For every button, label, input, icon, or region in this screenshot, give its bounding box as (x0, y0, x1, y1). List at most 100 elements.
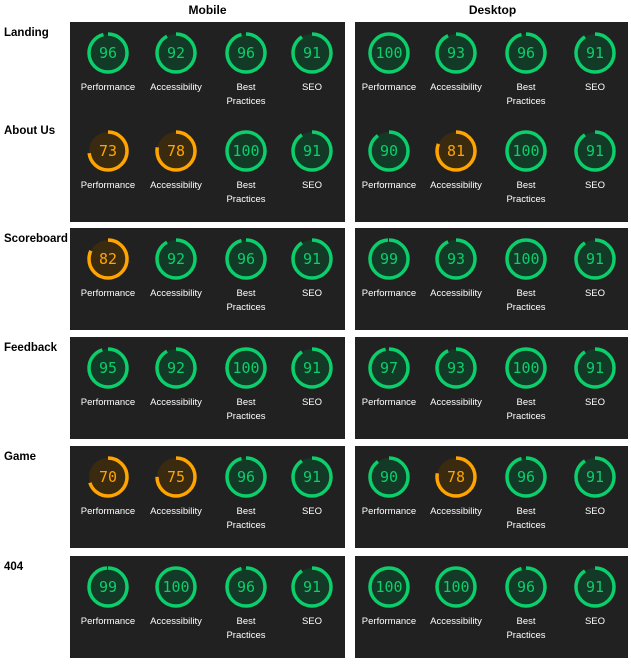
score-ring-fill (576, 240, 614, 278)
score-value: 100 (512, 359, 540, 377)
category-label: Accessibility (430, 180, 482, 191)
score-ring-fill (227, 132, 265, 170)
score-ring (291, 456, 333, 498)
score-gauge: 96 Performance (74, 22, 142, 124)
score-ring (574, 130, 616, 172)
score-ring (368, 130, 410, 172)
score-value: 91 (302, 250, 322, 268)
score-arc (368, 130, 410, 172)
score-gauge: 99 Performance (355, 228, 423, 330)
score-arc (87, 456, 129, 498)
score-ring-fill (370, 132, 408, 170)
score-value: 92 (166, 44, 186, 62)
score-value: 96 (98, 44, 118, 62)
score-arc (435, 347, 477, 389)
category-label: SEO (301, 288, 323, 299)
category-label: Best Practices (226, 288, 266, 313)
score-ring-fill (293, 458, 331, 496)
score-ring (155, 456, 197, 498)
score-panel-desktop: 100 Performance 93 Accessibility 96 Best Pract… (355, 22, 628, 124)
score-arc (505, 32, 547, 74)
score-arc (368, 347, 410, 389)
score-gauge: 92 Accessibility (142, 22, 210, 124)
score-ring-fill (293, 568, 331, 606)
score-value: 91 (585, 142, 605, 160)
score-ring (87, 347, 129, 389)
score-value: 96 (236, 578, 256, 596)
score-value: 91 (585, 250, 605, 268)
score-gauge: 97 Performance (355, 337, 423, 439)
row-label-game: Game (4, 451, 36, 463)
score-arc (155, 32, 197, 74)
score-ring (87, 130, 129, 172)
score-value: 92 (166, 250, 186, 268)
category-label: Performance (361, 616, 417, 627)
score-ring (435, 456, 477, 498)
score-ring-fill (576, 568, 614, 606)
score-ring (574, 347, 616, 389)
score-ring (435, 347, 477, 389)
category-label: Performance (361, 180, 417, 191)
score-gauge: 90 Performance (355, 446, 423, 548)
score-gauge: 78 Accessibility (142, 120, 210, 222)
score-arc (291, 32, 333, 74)
score-ring (87, 456, 129, 498)
score-arc (368, 566, 410, 608)
score-arc (435, 130, 477, 172)
score-ring (225, 238, 267, 280)
score-ring-fill (507, 34, 545, 72)
score-gauge: 91 SEO (561, 228, 629, 330)
score-ring (155, 566, 197, 608)
score-ring-fill (89, 240, 127, 278)
score-arc (291, 456, 333, 498)
category-label: Performance (80, 397, 136, 408)
score-arc (87, 238, 129, 280)
category-label: Performance (80, 616, 136, 627)
score-ring-fill (293, 349, 331, 387)
score-value: 91 (585, 359, 605, 377)
score-value: 93 (446, 44, 466, 62)
score-ring (368, 347, 410, 389)
score-ring-fill (370, 240, 408, 278)
score-arc (368, 238, 410, 280)
score-arc (225, 566, 267, 608)
score-value: 96 (236, 250, 256, 268)
score-ring-fill (227, 34, 265, 72)
score-arc (225, 456, 267, 498)
score-ring (291, 566, 333, 608)
score-gauge: 100 Best Practices (492, 228, 560, 330)
category-label: SEO (301, 616, 323, 627)
score-gauge: 91 SEO (278, 120, 346, 222)
score-gauge: 73 Performance (74, 120, 142, 222)
score-panel-desktop: 90 Performance 81 Accessibility 100 Best Pract… (355, 120, 628, 222)
category-label: Best Practices (506, 82, 546, 107)
score-ring-fill (89, 132, 127, 170)
score-ring-fill (370, 458, 408, 496)
score-gauge: 91 SEO (561, 22, 629, 124)
row-label-feedback: Feedback (4, 342, 58, 354)
category-label: SEO (584, 288, 606, 299)
score-gauge: 91 SEO (561, 446, 629, 548)
score-value: 100 (512, 250, 540, 268)
category-label: SEO (584, 180, 606, 191)
category-label: Performance (361, 288, 417, 299)
score-ring (291, 347, 333, 389)
category-label: Best Practices (226, 506, 266, 531)
score-value: 96 (236, 44, 256, 62)
score-gauge: 96 Best Practices (212, 446, 280, 548)
score-arc (155, 456, 197, 498)
score-arc (225, 238, 267, 280)
score-gauge: 92 Accessibility (142, 228, 210, 330)
score-value: 91 (585, 578, 605, 596)
category-label: Performance (361, 397, 417, 408)
score-arc (291, 238, 333, 280)
score-ring (435, 32, 477, 74)
score-ring-fill (507, 568, 545, 606)
category-label: Accessibility (150, 616, 202, 627)
mobile-column-header: Mobile (188, 3, 227, 17)
score-value: 91 (302, 468, 322, 486)
score-ring (505, 456, 547, 498)
score-gauge: 96 Best Practices (492, 22, 560, 124)
category-label: Performance (80, 288, 136, 299)
score-ring (505, 130, 547, 172)
